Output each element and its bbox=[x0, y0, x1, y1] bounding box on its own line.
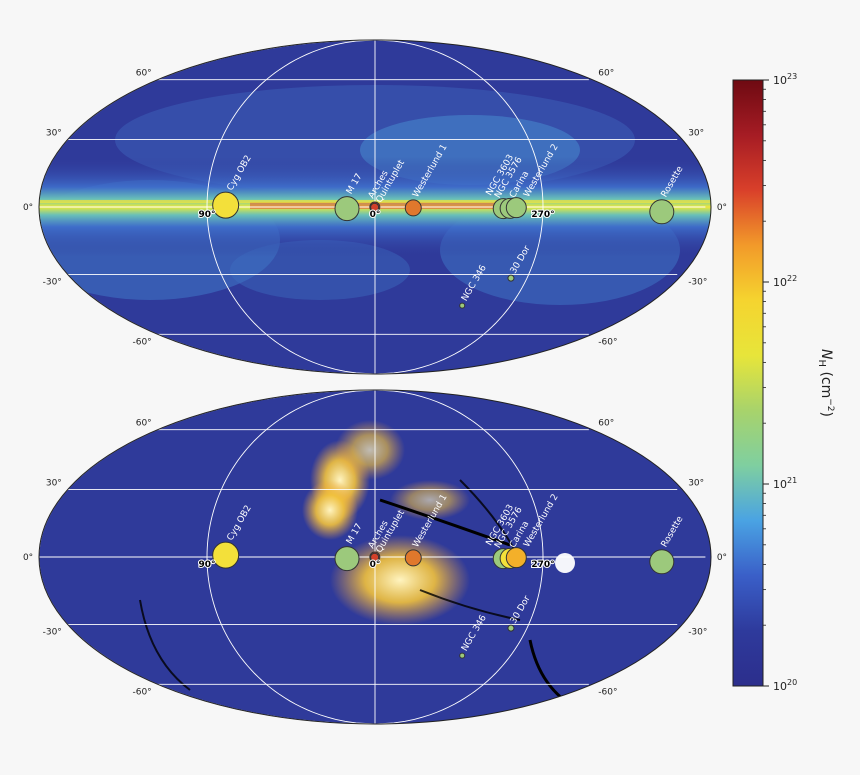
source-marker bbox=[212, 191, 240, 219]
lat-tick-label-right: -30° bbox=[688, 627, 707, 637]
lat-tick-label-left: -60° bbox=[132, 337, 151, 347]
lat-tick-label-left: 60° bbox=[136, 419, 152, 429]
lat-tick-label-left: 0° bbox=[23, 203, 33, 213]
graticule-lon-line bbox=[374, 39, 544, 375]
lat-tick-label-left: -30° bbox=[43, 277, 62, 287]
colorbar-tick-label: 1020 bbox=[773, 678, 797, 693]
lat-tick-label-left: 0° bbox=[23, 553, 33, 563]
source-marker bbox=[404, 549, 422, 567]
source-marker bbox=[459, 302, 466, 309]
source-marker bbox=[505, 197, 527, 219]
source-marker bbox=[649, 199, 675, 225]
graticule-lon-line bbox=[374, 389, 544, 725]
lat-tick-label-left: 30° bbox=[46, 479, 62, 489]
lat-tick-label-right: 60° bbox=[598, 69, 614, 79]
graticule-lon-line bbox=[206, 389, 376, 725]
source-marker bbox=[334, 546, 360, 572]
colorbar-tick-label: 1022 bbox=[773, 274, 797, 289]
bottom-map-border bbox=[38, 389, 712, 725]
source-marker bbox=[370, 552, 380, 562]
source-marker bbox=[370, 202, 380, 212]
lat-tick-label-right: 30° bbox=[688, 479, 704, 489]
colorbar-label: NH (cm−2) bbox=[816, 349, 835, 417]
lat-tick-label-left: 30° bbox=[46, 129, 62, 139]
lon-tick-label: 90° bbox=[198, 560, 215, 570]
colorbar-ticks: 1020 1021 1022 1023 bbox=[763, 72, 797, 693]
lat-tick-label-right: 0° bbox=[717, 203, 727, 213]
graticule-lon-line bbox=[206, 39, 376, 375]
lat-tick-label-left: 60° bbox=[136, 69, 152, 79]
lat-tick-label-left: -30° bbox=[43, 627, 62, 637]
colorbar: 1020 1021 1022 1023 NH (cm−2) bbox=[732, 72, 835, 693]
source-marker bbox=[507, 624, 515, 632]
top-map-border bbox=[38, 39, 712, 375]
lat-tick-label-left: -60° bbox=[132, 687, 151, 697]
lat-tick-label-right: -60° bbox=[598, 687, 617, 697]
lon-tick-label: 0° bbox=[370, 560, 381, 570]
bottom-ticks: 60° 60° 30° 30° 0° 0° -30° -30° -60° -60° 90° 0° 270… bbox=[23, 419, 727, 698]
colorbar-tick-label: 1023 bbox=[773, 72, 797, 87]
source-marker bbox=[404, 199, 422, 217]
lat-tick-label-right: 60° bbox=[598, 419, 614, 429]
colorbar-tick-label: 1021 bbox=[773, 476, 797, 491]
lat-tick-label-right: -30° bbox=[688, 277, 707, 287]
lon-tick-label: 270° bbox=[531, 560, 554, 570]
source-marker bbox=[649, 549, 675, 575]
bottom-map-texture bbox=[139, 420, 581, 712]
lat-tick-label-right: 0° bbox=[717, 553, 727, 563]
source-marker bbox=[212, 541, 240, 569]
source-marker bbox=[334, 196, 360, 222]
source-marker bbox=[459, 652, 466, 659]
lon-tick-label: 0° bbox=[370, 210, 381, 220]
lat-tick-label-right: -60° bbox=[598, 337, 617, 347]
top-ticks: 60° 60° 30° 30° 0° 0° -30° -30° -60° -60° 90° 0° 270… bbox=[23, 69, 727, 348]
source-marker bbox=[505, 547, 527, 569]
source-marker bbox=[507, 274, 515, 282]
lon-tick-label: 270° bbox=[531, 210, 554, 220]
colorbar-bar bbox=[732, 79, 764, 687]
lon-tick-label: 90° bbox=[198, 210, 215, 220]
lat-tick-label-right: 30° bbox=[688, 129, 704, 139]
